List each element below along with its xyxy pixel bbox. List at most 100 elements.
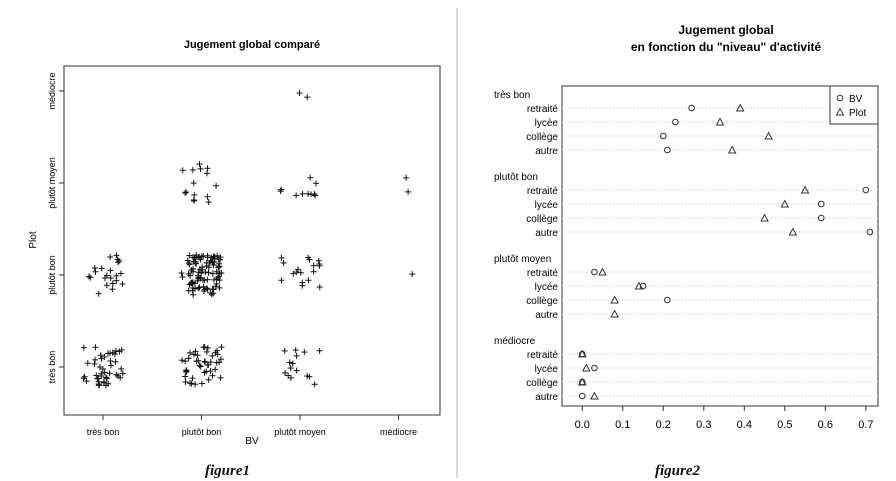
data-point [178,270,185,277]
legend-bv-marker [836,94,844,102]
data-point [216,284,223,291]
figure2-panel: Jugement global en fonction du "niveau" d… [458,0,896,481]
data-point [186,261,193,268]
data-point [101,353,108,360]
x-tick-label: 0.2 [656,419,671,431]
data-point [184,257,191,264]
plot-point [577,377,587,386]
data-point [211,276,218,283]
data-point [194,352,201,359]
data-point [299,282,306,289]
data-point [194,277,201,284]
data-point [187,349,194,356]
legend-entry: Plot [849,108,866,119]
data-point [109,286,116,293]
plot-point [577,349,587,358]
data-point [197,256,204,263]
y-tick-label: plutôt bon [47,255,57,295]
row-label: autre [535,146,558,157]
plot-area [63,65,441,416]
data-point [113,277,120,284]
x-tick-label: 0.4 [737,419,752,431]
plot-point [764,131,773,140]
data-point [209,352,216,359]
data-point [107,275,114,282]
bv-point [591,364,598,372]
data-point [282,369,289,376]
data-point [80,375,87,382]
data-point [214,252,221,259]
data-point [115,259,122,266]
panel-divider [456,8,458,478]
data-point [281,347,288,354]
data-point [203,170,210,177]
data-point [105,380,112,387]
row-label: lycée [535,200,559,211]
row-label: collège [526,132,558,143]
data-point [199,264,206,271]
data-point [210,253,217,260]
y-tick-label: plutôt moyen [47,157,57,209]
data-point [197,363,204,370]
bv-point [688,104,695,112]
data-point [212,349,219,356]
data-point [91,264,98,271]
plot-point [800,185,810,194]
data-point [287,365,294,372]
x-tick-label: 0.5 [777,419,792,431]
plot-point [590,391,599,400]
plot-point [727,145,737,154]
data-point [183,189,190,196]
data-point [182,373,189,380]
data-point [213,182,220,189]
data-point [292,347,299,354]
data-point [293,352,300,359]
data-point [112,358,119,365]
data-point [189,268,196,275]
x-tick-label: 0.1 [615,419,630,431]
data-point [293,269,300,276]
chart-subtitle: en fonction du "niveau" d'activité [631,40,822,54]
data-point [208,291,215,298]
data-point [210,290,217,297]
data-point [183,369,190,376]
data-point [111,351,118,358]
data-point [191,191,198,198]
row-label: lycée [535,118,559,129]
bv-point [664,296,671,304]
data-point [313,180,320,187]
y-tick-label: médiocre [47,72,57,109]
figure2-caption: figure2 [655,463,700,479]
bv-point [672,118,679,126]
data-point [190,180,197,187]
data-point [183,368,190,375]
plot-point [760,213,769,222]
data-point [213,280,220,287]
data-point [182,358,189,365]
data-point [118,365,125,372]
data-point [205,199,212,206]
data-point [98,370,105,377]
data-point [189,254,196,261]
bv-point [591,268,598,276]
data-point [217,374,224,381]
data-point [179,357,186,364]
data-point [198,270,205,277]
data-point [96,363,103,370]
data-point [201,358,208,365]
data-point [84,360,91,367]
row-label: collège [526,296,558,307]
data-point [189,280,196,287]
dot-plot-chart: Jugement global en fonction du "niveau" d… [494,23,879,431]
x-tick-label: médiocre [380,427,417,437]
data-point [118,346,125,353]
plot-point [581,363,591,372]
data-point [83,378,90,385]
data-point [215,263,222,270]
x-tick-label: 0.6 [818,419,833,431]
data-point [217,356,224,363]
data-point [179,167,186,174]
data-point [216,359,223,366]
data-point [204,165,211,172]
data-point [214,274,221,281]
